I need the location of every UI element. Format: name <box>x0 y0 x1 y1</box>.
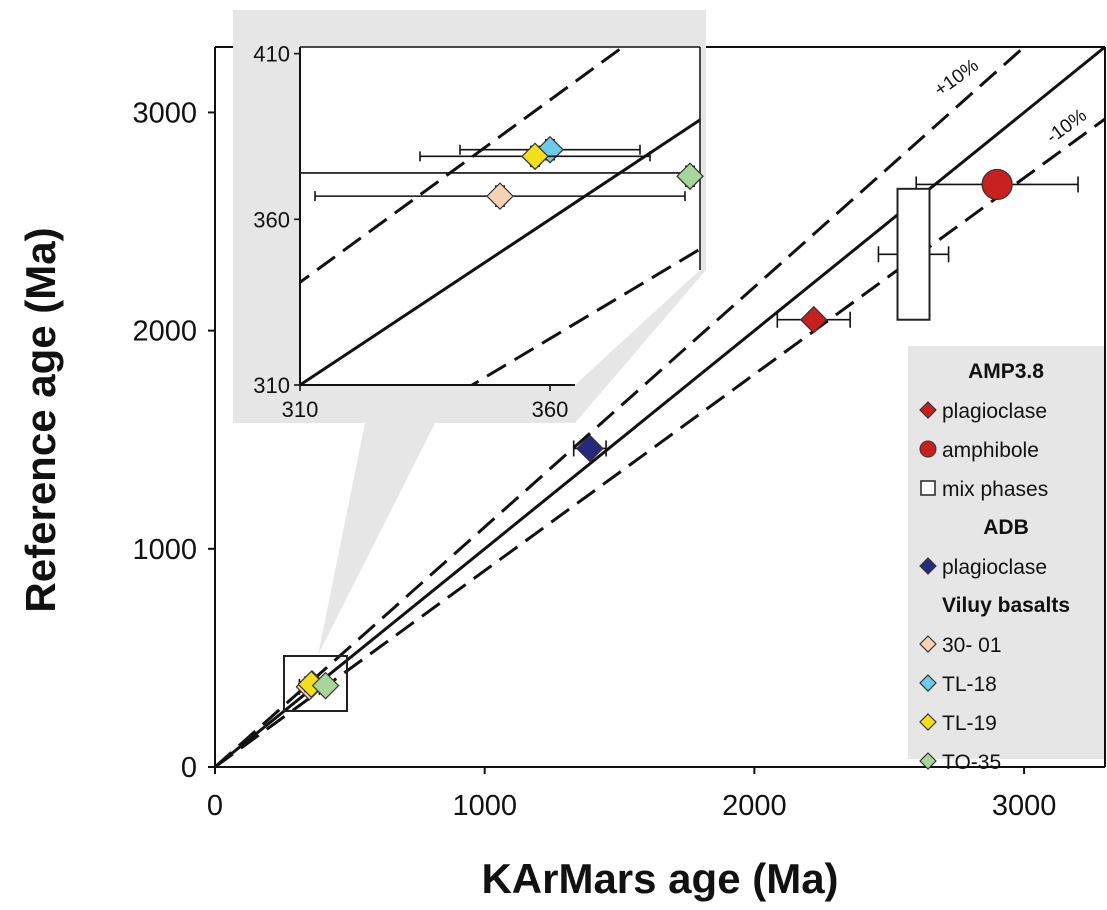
y-tick-label: 1000 <box>132 534 197 566</box>
plus-10-percent-label: +10% <box>931 55 983 101</box>
legend-header: ADB <box>983 516 1029 539</box>
inset-plot-area <box>300 47 700 385</box>
legend-item-label: amphibole <box>942 439 1039 462</box>
inset-y-tick-label: 310 <box>253 373 290 398</box>
legend-marker <box>919 635 937 653</box>
x-tick-label: 1000 <box>452 790 517 822</box>
legend-marker <box>919 713 937 731</box>
legend-item-label: TL-18 <box>942 673 997 696</box>
legend-marker <box>919 752 937 770</box>
main-data-points <box>295 168 1079 701</box>
legend-item-label: plagioclase <box>942 400 1047 423</box>
main-ticks: 0 1000 2000 3000 0 1000 2000 3000 <box>132 97 1056 822</box>
legend: AMP3.8 plagioclase amphibole mix phases ADB p… <box>919 360 1070 774</box>
legend-header: Viluy basalts <box>942 594 1070 617</box>
legend-marker <box>919 440 937 458</box>
inset-x-tick-label: 310 <box>282 397 319 422</box>
inset-y-tick-label: 410 <box>253 42 290 67</box>
legend-marker <box>919 674 937 692</box>
legend-item-label: TL-19 <box>942 712 997 735</box>
inset-minus-10-percent-line <box>469 247 700 385</box>
one-to-one-line <box>215 47 1106 767</box>
inset-y-tick-label: 360 <box>253 207 290 232</box>
zoom-region-box <box>283 655 348 712</box>
inset-plus-10-percent-line <box>300 47 626 285</box>
y-tick-label: 3000 <box>132 97 197 129</box>
reference-lines <box>215 47 1106 767</box>
legend-item-label: TO-35 <box>942 751 1001 774</box>
legend-item-label: plagioclase <box>942 556 1047 579</box>
zoom-callout-wedge <box>318 423 435 655</box>
y-tick-label: 0 <box>181 752 197 784</box>
x-axis-title: KArMars age (Ma) <box>481 855 838 902</box>
legend-item-label: 30- 01 <box>942 634 1002 657</box>
inset-to-35-point <box>676 162 704 191</box>
inset-data-points <box>314 135 704 210</box>
to-35-point <box>311 671 340 700</box>
legend-header: AMP3.8 <box>968 360 1044 383</box>
y-axis-title: Reference age (Ma) <box>17 227 64 612</box>
inset-plot: 310 360 310 360 410 <box>253 42 704 422</box>
inset-30-01-point <box>486 182 514 210</box>
x-tick-label: 3000 <box>992 790 1057 822</box>
inset-one-to-one-line <box>300 118 700 385</box>
legend-marker <box>919 401 937 419</box>
inset-tl-19-point <box>521 142 549 171</box>
adb-plagioclase-point <box>576 434 604 463</box>
amp3-8-amphibole-point <box>981 168 1013 201</box>
y-tick-label: 2000 <box>132 316 197 348</box>
amp3-8-plagioclase-point <box>799 305 828 334</box>
minus-10-percent-label: -10% <box>1043 105 1091 148</box>
plus-10-percent-line <box>215 47 1027 767</box>
legend-item-label: mix phases <box>942 478 1048 501</box>
minus-10-percent-line <box>215 117 1106 767</box>
amp3-8-mix-phases-box <box>896 187 931 321</box>
inset-reference-lines <box>300 47 700 385</box>
x-tick-label: 0 <box>207 790 223 822</box>
legend-marker <box>919 557 937 575</box>
legend-marker <box>920 480 936 496</box>
legend-box <box>908 346 1104 759</box>
inset-ticks: 310 360 310 360 410 <box>253 42 568 422</box>
inset-x-tick-label: 360 <box>532 397 569 422</box>
x-tick-label: 2000 <box>722 790 787 822</box>
